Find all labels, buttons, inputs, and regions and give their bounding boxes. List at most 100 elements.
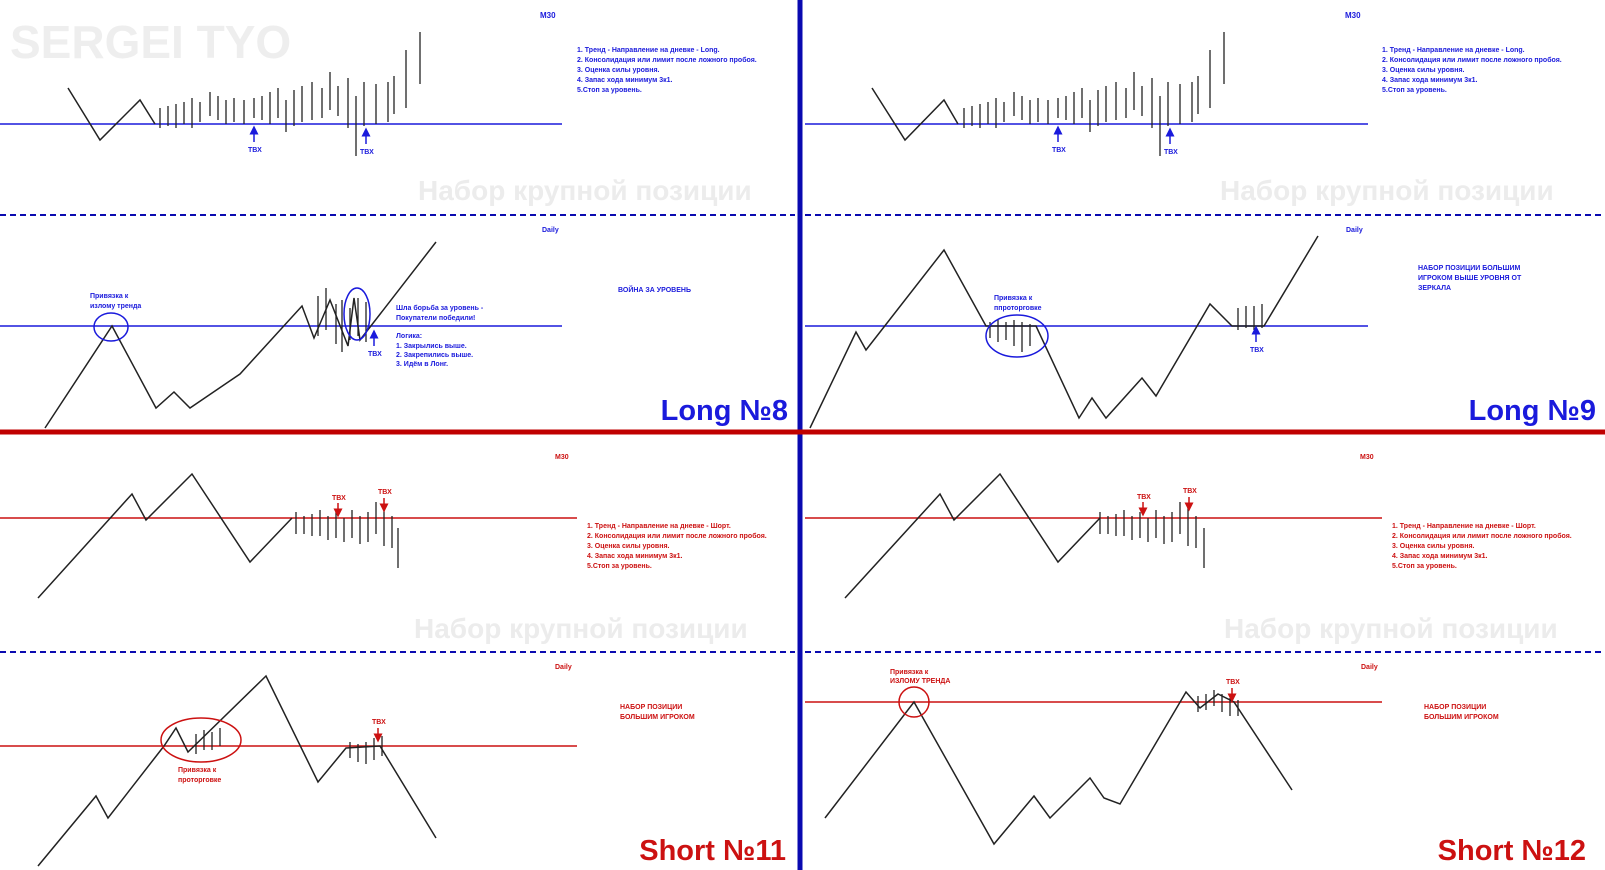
long8-m30-label: M30 (540, 11, 556, 20)
long8-panel: M30 ТВХ ТВХ 1. Тренд - Направление на дн… (0, 11, 788, 429)
short11-rules: 1. Тренд - Направление на дневке - Шорт.… (587, 523, 767, 570)
svg-text:ппроторговке: ппроторговке (994, 305, 1042, 312)
long9-m30-price-line (871, 87, 959, 142)
long8-daily-label: Daily (542, 227, 559, 234)
svg-text:3. Оценка силы уровня.: 3. Оценка силы уровня. (1392, 543, 1475, 550)
long8-m30-bars (159, 32, 421, 156)
svg-text:5.Стоп за уровень.: 5.Стоп за уровень. (577, 87, 642, 94)
long8-daily-bars (317, 288, 367, 352)
long8-fight-circle (343, 287, 371, 341)
long9-daily-tvx-label: ТВХ (1250, 347, 1264, 354)
long9-daily-price-line (809, 235, 1319, 429)
svg-text:Привязка к: Привязка к (890, 669, 929, 676)
short12-anchor-circle (898, 686, 930, 718)
svg-text:4. Запас хода минимум 3к1.: 4. Запас хода минимум 3к1. (577, 77, 673, 84)
svg-text:ИГРОКОМ ВЫШЕ УРОВНЯ ОТ: ИГРОКОМ ВЫШЕ УРОВНЯ ОТ (1418, 275, 1522, 282)
short11-m30-label: M30 (555, 454, 569, 461)
svg-text:5.Стоп за уровень.: 5.Стоп за уровень. (587, 563, 652, 570)
short11-m30-tvx2-label: ТВХ (378, 489, 392, 496)
short11-big-note: НАБОР ПОЗИЦИИ БОЛЬШИМ ИГРОКОМ (620, 704, 695, 721)
long9-rules: 1. Тренд - Направление на дневке - Long.… (1382, 47, 1562, 94)
short12-title: Short №12 (1438, 835, 1586, 867)
long9-m30-tvx2-label: ТВХ (1164, 149, 1178, 156)
svg-text:проторговке: проторговке (178, 777, 221, 784)
short11-anchor-circle (160, 717, 242, 763)
svg-text:5.Стоп за уровень.: 5.Стоп за уровень. (1392, 563, 1457, 570)
long8-fight-note: Шла борьба за уровень - Покупатели побед… (396, 304, 484, 322)
svg-text:3. Идём в Лонг.: 3. Идём в Лонг. (396, 361, 448, 368)
long8-anchor-note: Привязка к излому тренда (90, 293, 141, 310)
svg-text:4. Запас хода минимум 3к1.: 4. Запас хода минимум 3к1. (1382, 77, 1478, 84)
long9-anchor-circle (985, 314, 1049, 358)
short11-m30-price-line (37, 472, 293, 599)
long8-m30-price-line (67, 87, 156, 142)
short12-daily-price-line (824, 690, 1293, 846)
short11-m30-tvx1-label: ТВХ (332, 495, 346, 502)
watermark-long9: Набор крупной позиции (1220, 175, 1554, 206)
long8-daily-price-line (44, 241, 437, 429)
svg-text:1. Тренд - Направление на днев: 1. Тренд - Направление на дневке - Long. (1382, 47, 1525, 54)
svg-text:БОЛЬШИМ ИГРОКОМ: БОЛЬШИМ ИГРОКОМ (1424, 714, 1499, 721)
svg-text:1. Тренд - Направление на днев: 1. Тренд - Направление на дневке - Шорт. (1392, 523, 1536, 530)
watermark-long8: Набор крупной позиции (418, 175, 752, 206)
long9-m30-label: M30 (1345, 11, 1361, 20)
svg-text:2. Закрепились выше.: 2. Закрепились выше. (396, 352, 473, 359)
short12-m30-tvx1-label: ТВХ (1137, 494, 1151, 501)
svg-text:3. Оценка силы уровня.: 3. Оценка силы уровня. (587, 543, 670, 550)
long8-war-note: ВОЙНА ЗА УРОВЕНЬ (618, 285, 691, 294)
short11-daily-label: Daily (555, 664, 572, 671)
svg-text:БОЛЬШИМ ИГРОКОМ: БОЛЬШИМ ИГРОКОМ (620, 714, 695, 721)
svg-text:Привязка к: Привязка к (90, 293, 129, 300)
short12-rules: 1. Тренд - Направление на дневке - Шорт.… (1392, 523, 1572, 570)
short12-anchor-note: Привязка к ИЗЛОМУ ТРЕНДА (890, 669, 950, 685)
long9-panel: M30 ТВХ ТВХ 1. Тренд - Направление на дн… (805, 11, 1596, 429)
short12-big-note: НАБОР ПОЗИЦИИ БОЛЬШИМ ИГРОКОМ (1424, 704, 1499, 721)
short12-m30-tvx2-label: ТВХ (1183, 488, 1197, 495)
svg-text:Привязка к: Привязка к (178, 767, 217, 774)
short11-anchor-note: Привязка к проторговке (178, 767, 221, 784)
short12-m30-label: M30 (1360, 454, 1374, 461)
short12-daily-tvx-label: ТВХ (1226, 679, 1240, 686)
long8-logic-note: Логика: 1. Закрылись выше. 2. Закрепилис… (396, 333, 473, 368)
svg-text:1. Закрылись выше.: 1. Закрылись выше. (396, 343, 467, 350)
long9-m30-tvx1-label: ТВХ (1052, 147, 1066, 154)
short12-panel: M30 ТВХ ТВХ 1. Тренд - Направление на дн… (805, 454, 1586, 867)
long8-m30-tvx2-label: ТВХ (360, 149, 374, 156)
long8-rules: 1. Тренд - Направление на дневке - Long.… (577, 47, 757, 94)
short11-title: Short №11 (639, 835, 786, 867)
svg-text:НАБОР ПОЗИЦИИ БОЛЬШИМ: НАБОР ПОЗИЦИИ БОЛЬШИМ (1418, 265, 1521, 272)
long8-anchor-circle (93, 312, 129, 342)
svg-text:Привязка к: Привязка к (994, 295, 1033, 302)
short12-m30-price-line (844, 472, 1101, 599)
long8-daily-tvx-label: ТВХ (368, 351, 382, 358)
short11-daily-tvx-label: ТВХ (372, 719, 386, 726)
svg-text:1. Тренд - Направление на днев: 1. Тренд - Направление на дневке - Long. (577, 47, 720, 54)
long9-title: Long №9 (1469, 395, 1596, 427)
svg-text:НАБОР ПОЗИЦИИ: НАБОР ПОЗИЦИИ (1424, 704, 1486, 711)
long9-anchor-note: Привязка к ппроторговке (994, 295, 1042, 312)
svg-text:4. Запас хода минимум 3к1.: 4. Запас хода минимум 3к1. (1392, 553, 1488, 560)
watermark-short12: Набор крупной позиции (1224, 613, 1558, 644)
svg-text:1. Тренд - Направление на днев: 1. Тренд - Направление на дневке - Шорт. (587, 523, 731, 530)
short11-panel: M30 ТВХ ТВХ 1. Тренд - Направление на дн… (0, 454, 786, 867)
long8-title: Long №8 (661, 395, 788, 427)
svg-text:Логика:: Логика: (396, 333, 422, 340)
long9-mirror-note: НАБОР ПОЗИЦИИ БОЛЬШИМ ИГРОКОМ ВЫШЕ УРОВН… (1418, 265, 1522, 292)
long9-m30-bars (963, 32, 1225, 156)
short12-daily-label: Daily (1361, 664, 1378, 671)
svg-text:ЗЕРКАЛА: ЗЕРКАЛА (1418, 285, 1451, 292)
svg-text:2. Консолидация или лимит посл: 2. Консолидация или лимит после ложного … (577, 56, 757, 64)
svg-text:3. Оценка силы уровня.: 3. Оценка силы уровня. (577, 67, 660, 74)
svg-text:4. Запас хода минимум 3к1.: 4. Запас хода минимум 3к1. (587, 553, 683, 560)
long9-daily-label: Daily (1346, 227, 1363, 234)
watermark-author: SERGEI TYO (10, 16, 291, 68)
watermark-short11: Набор крупной позиции (414, 613, 748, 644)
svg-text:Покупатели победили!: Покупатели победили! (396, 314, 475, 322)
svg-text:излому тренда: излому тренда (90, 303, 141, 310)
long8-m30-tvx1-label: ТВХ (248, 147, 262, 154)
svg-text:2. Консолидация или лимит посл: 2. Консолидация или лимит после ложного … (587, 532, 767, 540)
svg-text:2. Консолидация или лимит посл: 2. Консолидация или лимит после ложного … (1382, 56, 1562, 64)
svg-text:НАБОР ПОЗИЦИИ: НАБОР ПОЗИЦИИ (620, 704, 682, 711)
short11-daily-price-line (37, 674, 437, 867)
